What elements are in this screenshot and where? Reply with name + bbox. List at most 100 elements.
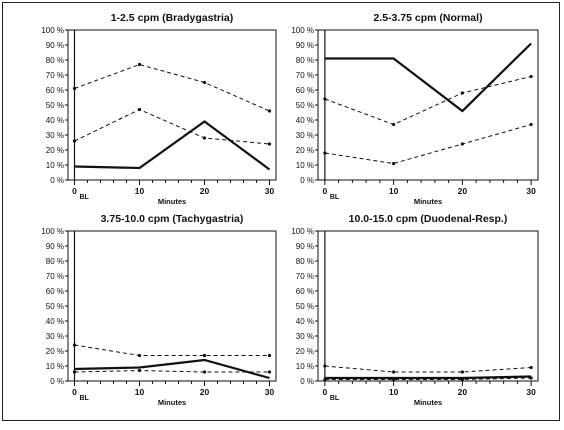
y-tick-label: 20 % — [296, 347, 314, 356]
x-tick-label: 10 — [389, 186, 399, 196]
chart-panel-3: 3.75-10.0 cpm (Tachygastria) 0 % 10 % 20 % 3… — [41, 213, 277, 407]
x-axis-label: Minutes — [414, 197, 442, 206]
series-3-point — [460, 377, 464, 382]
y-tick-label: 80 % — [46, 257, 64, 266]
y-tick-label: 60 % — [296, 287, 314, 296]
series-line-2 — [74, 344, 270, 356]
y-tick-label: 100 % — [41, 227, 64, 236]
y-tick-label: 70 % — [46, 71, 64, 80]
x-tick-label: 0 — [72, 186, 77, 196]
y-tick-label: 0 % — [50, 176, 64, 185]
x-tick-sublabel: BL — [80, 395, 90, 402]
x-tick-label: 30 — [265, 186, 275, 196]
x-tick-sublabel: BL — [330, 395, 340, 402]
series-3-point — [267, 142, 272, 146]
chart-title: 2.5-3.75 cpm (Normal) — [373, 12, 482, 24]
series-line-1 — [324, 42, 532, 113]
y-tick-label: 90 % — [296, 41, 314, 50]
series-3-point — [137, 107, 142, 112]
y-tick-label: 10 % — [296, 362, 314, 371]
y-tick-label: 50 % — [46, 302, 64, 311]
series-2-point — [137, 62, 142, 67]
series-2-point — [460, 370, 464, 374]
series-line-1 — [324, 375, 532, 380]
x-tick-label: 10 — [135, 186, 145, 196]
x-axis-label: Minutes — [414, 398, 442, 407]
chart-title: 3.75-10.0 cpm (Tachygastria) — [101, 213, 244, 225]
x-tick-label: 30 — [526, 186, 536, 196]
y-tick-label: 20 % — [46, 347, 64, 356]
series-2-point — [267, 353, 272, 358]
y-tick-label: 70 % — [296, 272, 314, 281]
x-tick-label: 10 — [135, 387, 145, 397]
y-tick-label: 30 % — [296, 131, 314, 140]
y-tick-label: 60 % — [46, 287, 64, 296]
series-line-1 — [74, 120, 271, 171]
x-axis-label: Minutes — [158, 197, 186, 206]
series-3-point — [202, 136, 207, 140]
x-tick-label: 0 — [323, 186, 328, 196]
x-axis-label: Minutes — [158, 398, 186, 407]
series-line-1 — [74, 358, 270, 380]
y-tick-label: 90 % — [296, 242, 314, 251]
series-2-point — [72, 343, 77, 347]
series-2-point — [202, 80, 207, 85]
x-tick-label: 0 — [323, 387, 328, 397]
series-2-point — [392, 370, 396, 374]
y-tick-label: 90 % — [46, 41, 64, 50]
series-3-point — [323, 151, 327, 155]
y-tick-label: 30 % — [46, 332, 64, 341]
x-tick-label: 20 — [458, 387, 468, 397]
y-tick-label: 10 % — [296, 161, 314, 170]
y-tick-label: 20 % — [46, 146, 64, 155]
series-2-point — [267, 109, 272, 113]
series-2-point — [529, 365, 533, 370]
series-2-point — [323, 97, 327, 101]
series-3-point — [267, 370, 272, 374]
series-line-2 — [324, 76, 532, 126]
x-tick-sublabel: BL — [80, 194, 90, 201]
y-tick-label: 10 % — [46, 161, 64, 170]
y-tick-label: 50 % — [296, 101, 314, 110]
y-tick-label: 50 % — [296, 302, 314, 311]
series-2-point — [392, 122, 396, 127]
y-tick-label: 90 % — [46, 242, 64, 251]
series-3-point — [460, 142, 464, 146]
y-tick-label: 100 % — [291, 227, 314, 236]
series-2-point — [202, 353, 207, 358]
series-3-point — [529, 122, 533, 127]
y-tick-label: 20 % — [296, 146, 314, 155]
series-3-point — [529, 376, 533, 380]
series-3-point — [202, 370, 207, 374]
figure-frame — [2, 2, 560, 421]
y-tick-label: 100 % — [291, 26, 314, 35]
series-line-3 — [74, 369, 270, 373]
series-2-point — [323, 364, 327, 368]
y-tick-label: 30 % — [296, 332, 314, 341]
series-line-3 — [324, 124, 532, 165]
series-3-point — [392, 377, 396, 382]
series-3-point — [323, 377, 327, 382]
y-tick-label: 70 % — [296, 71, 314, 80]
y-tick-label: 0 % — [50, 377, 64, 386]
y-tick-label: 80 % — [296, 56, 314, 65]
chart-title: 10.0-15.0 cpm (Duodenal-Resp.) — [349, 213, 508, 225]
x-tick-sublabel: BL — [330, 194, 340, 201]
series-2-point — [137, 353, 142, 358]
x-tick-label: 20 — [200, 186, 210, 196]
series-2-point — [529, 74, 533, 79]
series-3-point — [72, 139, 77, 143]
y-tick-label: 100 % — [41, 26, 64, 35]
y-tick-label: 60 % — [296, 86, 314, 95]
x-tick-label: 20 — [458, 186, 468, 196]
y-tick-label: 80 % — [296, 257, 314, 266]
y-tick-label: 60 % — [46, 86, 64, 95]
series-line-3 — [324, 377, 532, 380]
y-tick-label: 40 % — [296, 317, 314, 326]
chart-title: 1-2.5 cpm (Bradygastria) — [111, 12, 234, 24]
y-tick-label: 80 % — [46, 56, 64, 65]
y-tick-label: 70 % — [46, 272, 64, 281]
y-tick-label: 0 % — [300, 176, 314, 185]
series-3-point — [392, 161, 396, 166]
